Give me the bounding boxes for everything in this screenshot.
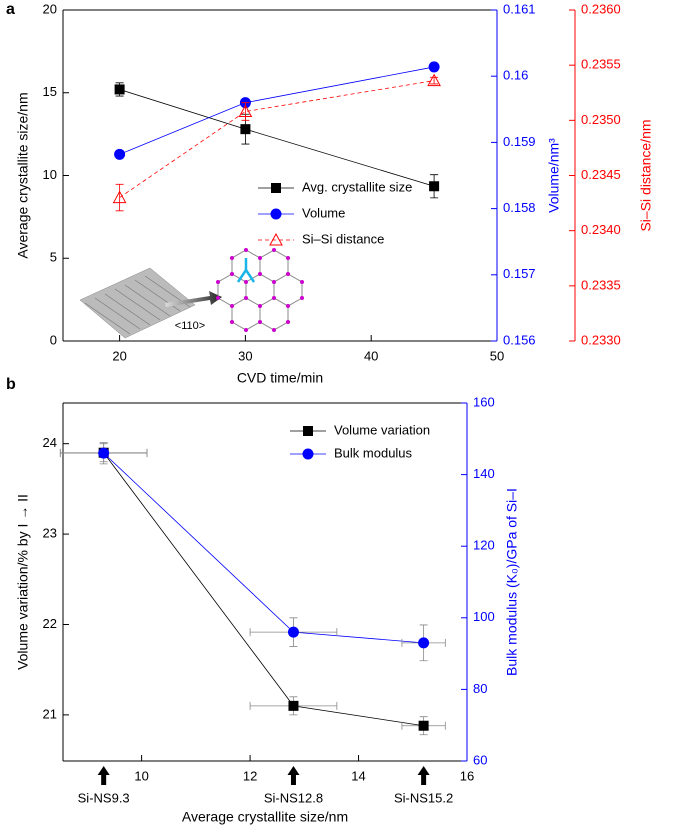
x-label: CVD time/min [237, 370, 323, 386]
bond-arrows [236, 258, 256, 283]
marker [98, 447, 110, 459]
y-tick-label: 15 [43, 84, 57, 99]
legend-marker [269, 232, 283, 246]
marker [114, 148, 126, 160]
marker [287, 626, 299, 638]
y-tick-label: 10 [43, 167, 57, 182]
y2-tick-label: 0.159 [503, 134, 536, 149]
marker [429, 181, 440, 192]
marker [428, 61, 440, 73]
y3-tick-label: 0.2345 [581, 167, 621, 182]
marker [288, 700, 299, 711]
y2-tick-label: 0.161 [503, 1, 536, 16]
y3-label: Si–Si distance/nm [638, 119, 654, 231]
series-line [103, 452, 424, 727]
x-tick-label: 12 [243, 768, 257, 783]
legend-label: Volume variation [334, 422, 430, 437]
marker [238, 104, 253, 118]
series-line [103, 452, 424, 644]
x-label: Average crystallite size/nm [182, 809, 348, 825]
annotation-arrow [417, 766, 430, 785]
y3-tick-label: 0.2330 [581, 332, 621, 347]
annotation-label: Si-NS12.8 [264, 790, 323, 805]
x-tick-label: 50 [490, 348, 504, 363]
legend-marker [271, 183, 281, 193]
x-tick-label: 40 [364, 348, 378, 363]
y2-tick-label: 60 [473, 752, 487, 767]
annotation-label: Si-NS15.2 [394, 790, 453, 805]
y-tick-label: 24 [43, 435, 57, 450]
panel-label: a [6, 1, 15, 18]
y2-tick-label: 0.16 [503, 68, 528, 83]
y3-tick-label: 0.2350 [581, 112, 621, 127]
series-line [119, 66, 435, 155]
annotation-arrow [97, 766, 110, 785]
legend-marker [270, 208, 282, 220]
nanosheet [79, 267, 196, 339]
y2-tick-label: 100 [473, 609, 495, 624]
y-tick-label: 23 [43, 526, 57, 541]
legend-label: Volume [302, 205, 345, 220]
error-bar [115, 183, 124, 212]
y2-tick-label: 160 [473, 394, 495, 409]
y-tick-label: 5 [50, 250, 57, 265]
y-tick-label: 22 [43, 616, 57, 631]
y-tick-label: 20 [43, 1, 57, 16]
marker [427, 73, 441, 87]
marker [418, 720, 429, 731]
legend-label: Si–Si distance [302, 231, 384, 246]
lattice-atoms [216, 248, 304, 332]
inset-arrow [165, 291, 222, 307]
error-bar [430, 76, 439, 85]
x-tick-label: 14 [351, 768, 365, 783]
legend-label: Bulk modulus [334, 445, 413, 460]
legend-marker [303, 426, 313, 436]
annotation-label: Si-NS9.3 [78, 790, 130, 805]
y3-tick-label: 0.2340 [581, 222, 621, 237]
y3-tick-label: 0.2360 [581, 1, 621, 16]
y-tick-label: 21 [43, 706, 57, 721]
marker [240, 124, 251, 135]
series-line [119, 89, 435, 187]
y3-tick-label: 0.2335 [581, 277, 621, 292]
x-tick-label: 16 [460, 768, 474, 783]
y2-label: Volume/nm³ [546, 138, 562, 213]
nanosheet-hatch [84, 275, 191, 335]
y2-tick-label: 0.156 [503, 332, 536, 347]
legend-marker [302, 448, 314, 460]
y-tick-label: 0 [50, 332, 57, 347]
inset-illustration [79, 248, 304, 339]
marker [112, 190, 127, 204]
y-label: Average crystallite size/nm [15, 92, 31, 258]
x-tick-label: 30 [238, 348, 252, 363]
x-tick-label: 20 [112, 348, 126, 363]
x-tick-label: 10 [134, 768, 148, 783]
y2-tick-label: 120 [473, 538, 495, 553]
y2-label: Bulk modulus (K₀)/GPa of Si–I [504, 488, 520, 676]
annotation-label: <110> [175, 320, 205, 332]
marker [114, 84, 125, 95]
y2-tick-label: 80 [473, 681, 487, 696]
y3-tick-label: 0.2355 [581, 57, 621, 72]
y2-tick-label: 0.157 [503, 266, 536, 281]
legend-label: Avg. crystallite size [302, 179, 412, 194]
y2-tick-label: 140 [473, 466, 495, 481]
panel-label: b [6, 376, 16, 393]
series-line [119, 80, 435, 198]
marker [418, 637, 430, 649]
annotation-arrow [287, 766, 300, 785]
y2-tick-label: 0.158 [503, 200, 536, 215]
lattice [217, 249, 303, 331]
y-label: Volume variation/% by I → II [15, 494, 31, 670]
